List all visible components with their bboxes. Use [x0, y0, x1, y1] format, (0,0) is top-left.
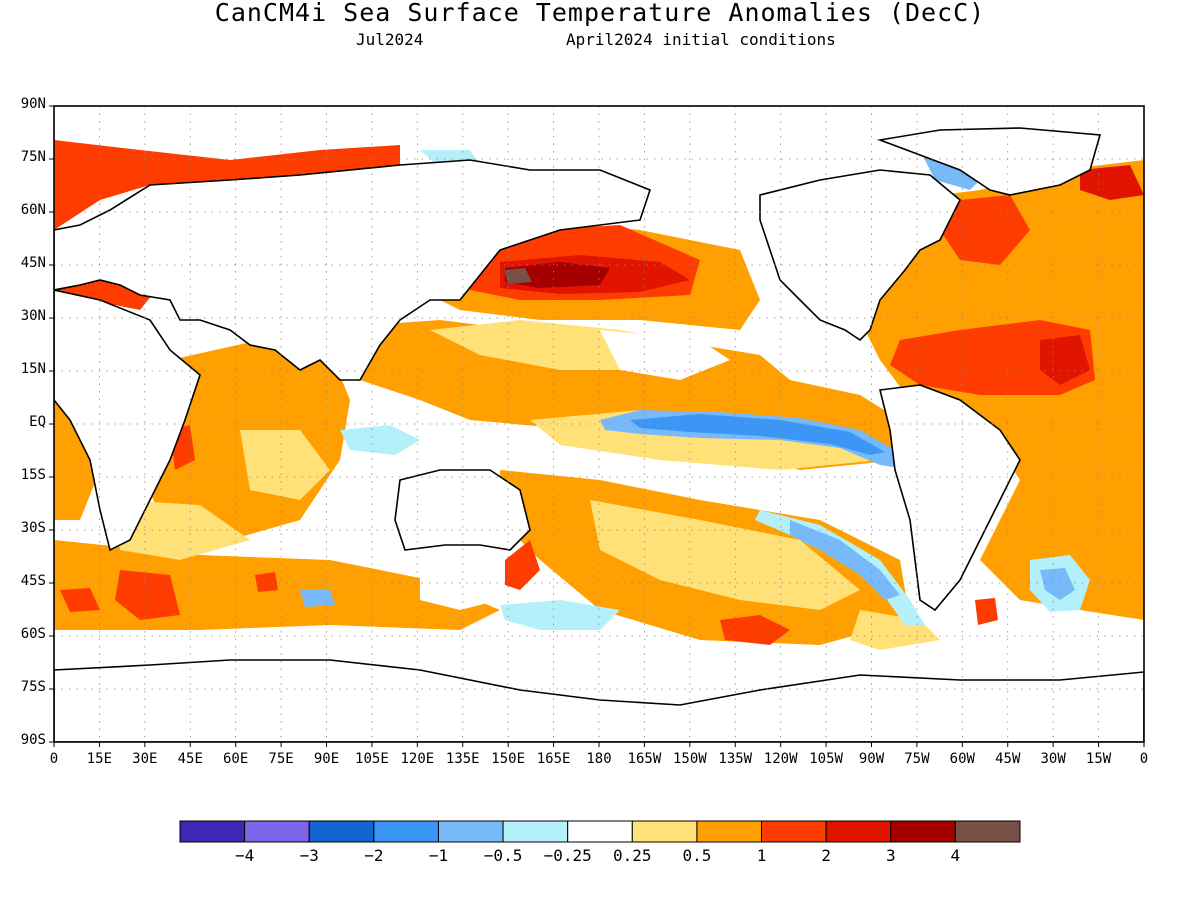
lon-tick-label: 150E [491, 751, 526, 767]
lon-tick-label: 120E [400, 751, 435, 767]
lon-tick-label: 165E [536, 751, 571, 767]
lat-tick-label: 90N [20, 96, 46, 112]
colorbar-swatch [502, 820, 569, 843]
lon-tick-label: 120W [763, 751, 798, 767]
chart-title: CanCM4i Sea Surface Temperature Anomalie… [214, 0, 986, 27]
lon-tick-label: 90W [858, 751, 885, 767]
forecast-month-label: Jul2024 [356, 30, 424, 49]
colorbar-swatch [373, 820, 439, 843]
colorbar-swatch [954, 820, 1021, 843]
lon-tick-label: 45W [995, 751, 1021, 767]
colorbar-swatch [631, 820, 698, 843]
lon-tick-label: 75W [904, 751, 930, 767]
lon-tick-label: 90E [313, 751, 340, 767]
lon-tick-label: 30W [1040, 751, 1066, 767]
lon-tick-label: 45E [177, 751, 203, 767]
colorbar-swatch [696, 820, 763, 843]
colorbar-swatch [244, 820, 310, 843]
colorbar-swatch [567, 820, 633, 843]
colorbar-tick-label: 0.25 [613, 846, 652, 865]
lon-tick-label: 105W [809, 751, 843, 767]
lon-tick-label: 15E [86, 751, 113, 767]
lon-tick-label: 105E [355, 751, 389, 767]
colorbar-tick-label: 4 [950, 846, 961, 865]
colorbar-swatch [437, 820, 504, 843]
lat-tick-label: 75S [20, 679, 46, 695]
lat-tick-label: 45N [20, 255, 46, 271]
lon-tick-label: 135W [718, 751, 753, 767]
lon-tick-label: 75E [268, 751, 294, 767]
lat-tick-label: 45S [20, 573, 46, 589]
lat-tick-label: 30S [20, 520, 46, 536]
lon-tick-label: 0 [49, 751, 59, 767]
colorbar-tick-label: −0.25 [543, 846, 592, 865]
colorbar-swatch [890, 820, 956, 843]
colorbar-swatch [825, 820, 892, 843]
lon-tick-label: 150W [672, 751, 707, 767]
colorbar [179, 820, 1021, 843]
colorbar-tick-label: 1 [756, 846, 767, 865]
lat-tick-label: 15N [20, 361, 46, 377]
lat-tick-label: 90S [20, 732, 46, 748]
lat-tick-label: 15S [20, 467, 46, 483]
colorbar-swatch [179, 820, 246, 843]
colorbar-swatch [761, 820, 827, 843]
colorbar-tick-label: −4 [234, 846, 255, 865]
colorbar-tick-label: −2 [364, 846, 384, 865]
lat-tick-label: 30N [20, 308, 46, 324]
map-grid [54, 106, 1144, 742]
colorbar-tick-label: 0.5 [682, 846, 712, 865]
initial-conditions-label: April2024 initial conditions [566, 30, 836, 49]
lon-tick-label: 60W [949, 751, 975, 767]
lat-tick-label: EQ [29, 414, 46, 430]
lat-tick-label: 60N [20, 202, 46, 218]
axis-ticks [49, 105, 1145, 747]
colorbar-tick-label: −0.5 [483, 846, 523, 865]
strong-warm-field [54, 140, 1144, 645]
colorbar-tick-label: 3 [885, 846, 896, 865]
colorbar-tick-label: 2 [821, 846, 831, 865]
colorbar-swatch [308, 820, 375, 843]
lon-tick-label: 0 [1139, 751, 1149, 767]
lat-tick-label: 60S [20, 626, 46, 642]
lon-tick-label: 165W [627, 751, 662, 767]
lon-tick-label: 180 [586, 751, 612, 767]
map-plot-area [54, 106, 1144, 742]
colorbar-tick-label: −1 [428, 846, 449, 865]
lon-tick-label: 30E [132, 751, 158, 767]
lon-tick-label: 15W [1085, 751, 1112, 767]
colorbar-tick-label: −3 [299, 846, 319, 865]
lon-tick-label: 135E [445, 751, 480, 767]
lon-tick-label: 60E [223, 751, 249, 767]
lat-tick-label: 75N [20, 149, 46, 165]
